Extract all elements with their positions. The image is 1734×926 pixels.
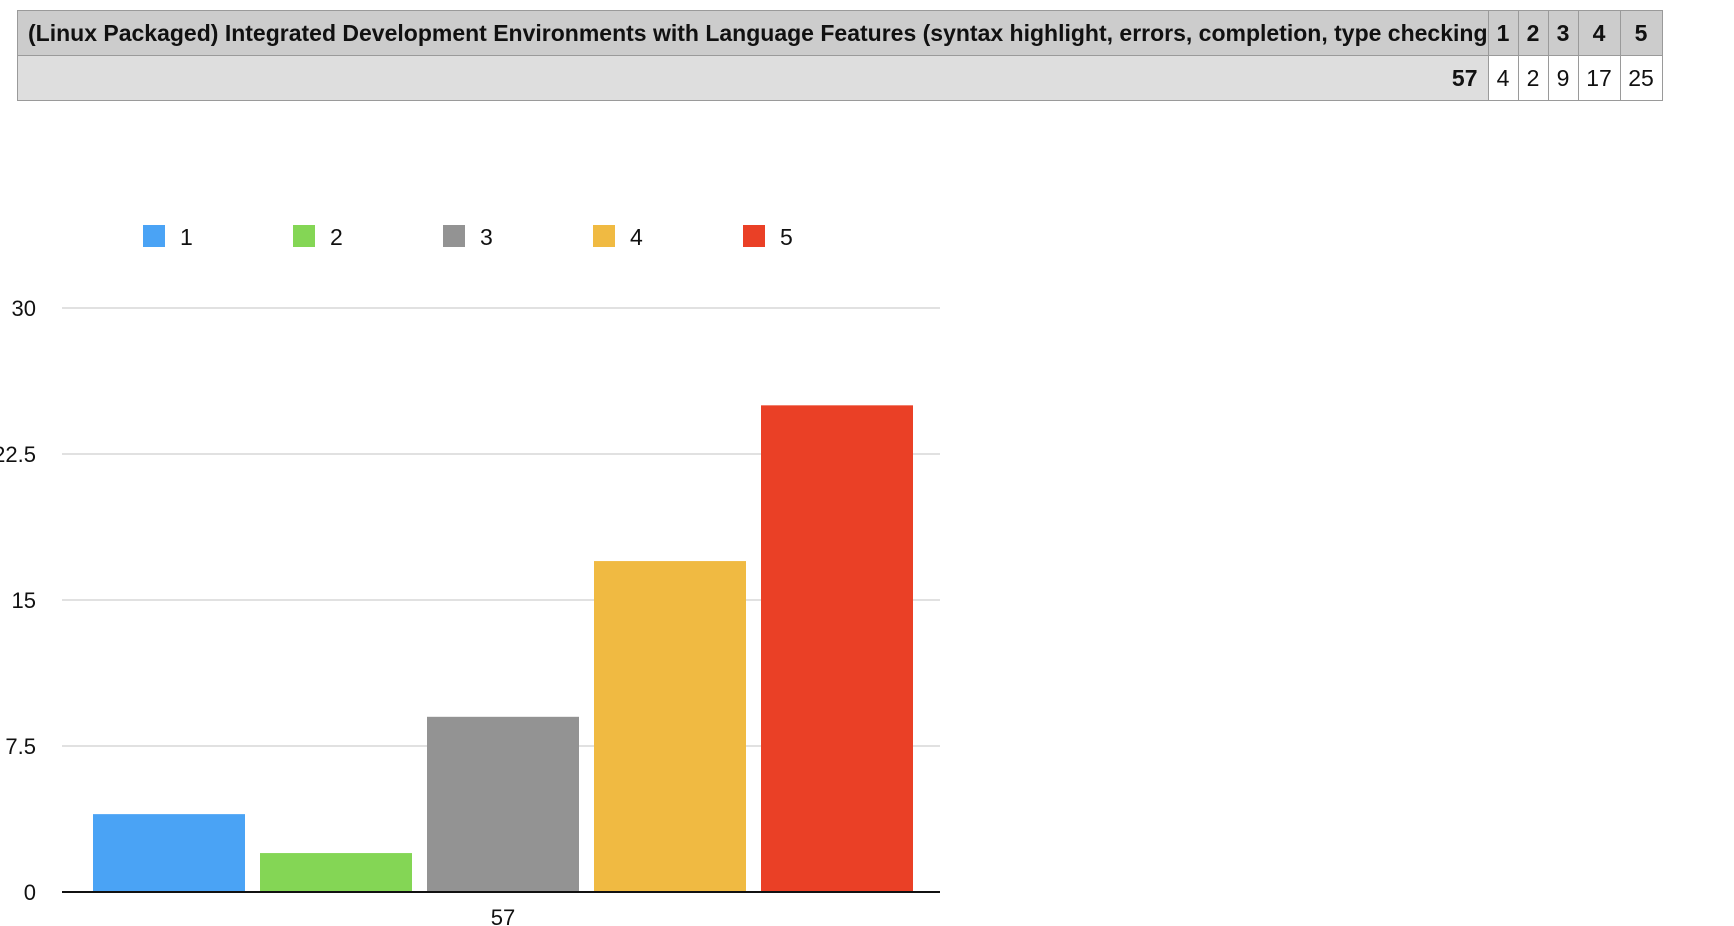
legend-swatch [743, 225, 765, 247]
legend-label: 5 [780, 224, 793, 250]
y-tick-label: 0 [24, 880, 36, 905]
legend-label: 3 [480, 224, 493, 250]
legend-swatch [593, 225, 615, 247]
bar-series-5 [761, 405, 913, 892]
x-axis: 57 [62, 891, 940, 926]
chart-legend: 1 2 3 4 5 [143, 224, 793, 250]
legend-swatch [443, 225, 465, 247]
row-label-cell: 57 [17, 55, 1489, 101]
table-header-row: (Linux Packaged) Integrated Development … [17, 10, 1663, 56]
bar-series-3 [427, 716, 579, 892]
y-tick-label: 15 [12, 588, 36, 613]
column-header-5: 5 [1619, 10, 1663, 56]
y-tick-label: 22.5 [0, 442, 36, 467]
y-tick-label: 7.5 [5, 734, 36, 759]
legend-label: 2 [330, 224, 343, 250]
legend-label: 1 [180, 224, 193, 250]
legend-item-2: 2 [293, 224, 343, 250]
legend-swatch [293, 225, 315, 247]
value-cell-5: 25 [1619, 55, 1663, 101]
y-axis-ticks: 0 7.5 15 22.5 30 [0, 296, 36, 905]
legend-swatch [143, 225, 165, 247]
legend-item-5: 5 [743, 224, 793, 250]
legend-label: 4 [630, 224, 643, 250]
value-cell-2: 2 [1517, 55, 1549, 101]
y-tick-label: 30 [12, 296, 36, 321]
table-title-cell: (Linux Packaged) Integrated Development … [17, 10, 1489, 56]
legend-item-1: 1 [143, 224, 193, 250]
bar-series-2 [260, 853, 412, 892]
value-cell-4: 17 [1577, 55, 1621, 101]
table-row: 57 4 2 9 17 25 [17, 55, 1663, 101]
chart-bars [93, 405, 913, 892]
value-cell-3: 9 [1547, 55, 1579, 101]
legend-item-4: 4 [593, 224, 643, 250]
x-tick-label: 57 [491, 905, 515, 926]
legend-item-3: 3 [443, 224, 493, 250]
bar-series-4 [594, 561, 746, 892]
bar-series-1 [93, 814, 245, 892]
value-cell-1: 4 [1487, 55, 1519, 101]
column-header-3: 3 [1547, 10, 1579, 56]
data-table: (Linux Packaged) Integrated Development … [17, 10, 1663, 101]
